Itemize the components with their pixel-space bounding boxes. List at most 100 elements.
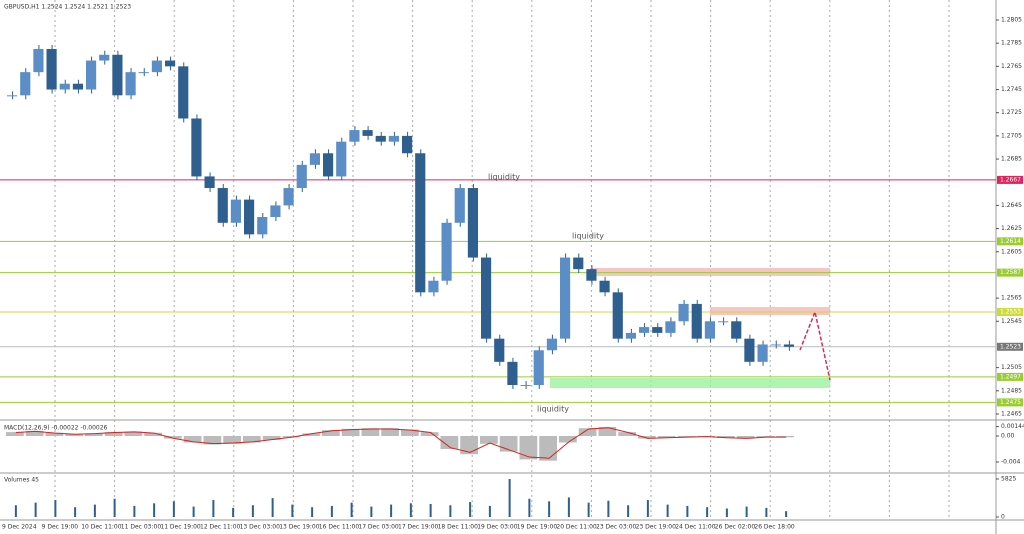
volume-bar — [172, 501, 175, 517]
volume-bar — [370, 506, 373, 517]
price-label: 1.2805 — [1001, 17, 1022, 24]
volume-label: 5825 — [1001, 476, 1016, 483]
volume-bar — [469, 501, 472, 517]
candle — [454, 188, 465, 223]
volume-bar — [311, 507, 314, 517]
volume-bar — [666, 504, 669, 517]
volume-bar — [350, 502, 353, 517]
candle — [718, 321, 729, 323]
level-tag — [997, 398, 1023, 407]
candle — [112, 54, 123, 96]
volume-bar — [133, 505, 136, 517]
macd-bar — [736, 436, 755, 439]
candle — [99, 54, 110, 61]
annotation: liquidity — [537, 405, 569, 414]
price-label: 1.2705 — [1001, 132, 1022, 139]
time-label: 11 Dec 03:00 — [121, 524, 162, 531]
price-label: 1.2545 — [1001, 318, 1022, 325]
macd-bar — [717, 436, 735, 438]
time-label: 17 Dec 19:00 — [398, 524, 439, 531]
candle — [230, 199, 241, 223]
volume-bar — [429, 503, 432, 517]
level-label: 1.2667 — [1000, 176, 1021, 183]
volume-bar — [488, 505, 491, 517]
candle — [415, 153, 426, 293]
macd-bar — [657, 436, 676, 438]
time-label: 16 Dec 11:00 — [319, 524, 360, 531]
volume-bar — [212, 500, 215, 517]
macd-bar — [381, 428, 399, 436]
candle — [599, 280, 610, 293]
time-label: 26 Dec 18:00 — [754, 524, 795, 531]
volume-bar — [251, 505, 254, 517]
time-label: 18 Dec 11:00 — [438, 524, 479, 531]
candle — [7, 95, 18, 97]
macd-bar — [45, 432, 64, 436]
volume-bar — [449, 505, 452, 517]
volume-bar — [232, 507, 235, 517]
candle — [59, 83, 70, 90]
candle — [86, 60, 97, 90]
annotation: liquidity — [572, 232, 604, 241]
candle — [46, 48, 57, 90]
candle — [178, 66, 189, 119]
level-label: 1.2553 — [1000, 309, 1021, 316]
macd-bar — [756, 436, 775, 438]
macd-bar — [85, 433, 103, 436]
candle — [520, 385, 531, 387]
volume-bar — [192, 506, 195, 517]
volume-bar — [14, 505, 17, 517]
price-label: 1.2605 — [1001, 248, 1022, 255]
volume-bar — [93, 504, 96, 517]
level-tag — [997, 237, 1023, 246]
macd-title: MACD(12,26,9) -0.00022 -0.00026 — [4, 425, 108, 432]
macd-bar — [243, 436, 261, 443]
time-label: 19 Dec 19:00 — [517, 524, 558, 531]
candle — [441, 222, 452, 281]
volume-bar — [153, 503, 156, 517]
macd-bar — [638, 436, 656, 439]
demand-zone — [550, 378, 830, 388]
macd-bar — [302, 433, 320, 436]
candle — [507, 361, 518, 386]
candle — [191, 118, 202, 177]
level-tag — [997, 175, 1023, 184]
candle — [72, 83, 83, 90]
time-label: 20 Dec 11:00 — [556, 524, 597, 531]
candle — [467, 188, 478, 258]
time-label: 26 Dec 02:00 — [715, 524, 756, 531]
price-label: 1.2725 — [1001, 109, 1022, 116]
candle — [731, 321, 742, 339]
price-label: 1.2785 — [1001, 40, 1022, 47]
time-label: 17 Dec 03:00 — [358, 524, 399, 531]
candle — [560, 257, 571, 339]
candle — [125, 72, 136, 96]
current-price-tag — [997, 342, 1023, 351]
price-label: 1.2685 — [1001, 156, 1022, 163]
current-price-label: 1.2523 — [1000, 343, 1021, 350]
candle — [244, 199, 255, 235]
macd-label: 0.00 — [1001, 433, 1015, 440]
candle — [546, 338, 557, 351]
macd-bar — [420, 432, 439, 436]
macd-bar — [183, 436, 202, 443]
volume-bar — [271, 498, 274, 517]
candle — [323, 153, 334, 177]
level-label: 1.2587 — [1000, 269, 1021, 276]
macd-bar — [598, 426, 617, 436]
time-label: 23 Dec 03:00 — [596, 524, 637, 531]
macd-label: -0.004 — [1001, 459, 1021, 466]
macd-bar — [203, 436, 222, 445]
level-label: 1.2614 — [1000, 238, 1021, 245]
price-label: 1.2765 — [1001, 63, 1022, 70]
macd-label: 0.00144 — [1001, 423, 1024, 430]
level-tag — [997, 372, 1023, 381]
time-label: 13 Dec 19:00 — [279, 524, 320, 531]
level-tag — [997, 268, 1023, 277]
supply-zone — [710, 307, 830, 315]
volume-bar — [567, 497, 570, 517]
candle — [783, 344, 794, 347]
candle — [309, 153, 320, 165]
candle — [270, 205, 281, 217]
